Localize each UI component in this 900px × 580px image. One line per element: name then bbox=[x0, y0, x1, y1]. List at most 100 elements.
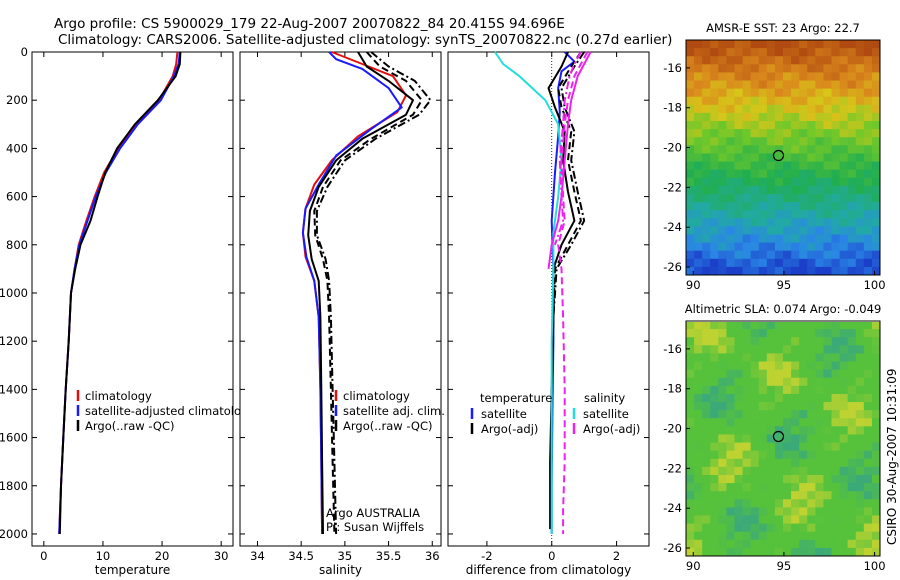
map-cell bbox=[807, 56, 816, 65]
map-cell bbox=[831, 418, 841, 427]
map-cell bbox=[710, 193, 719, 203]
map-cell bbox=[742, 385, 752, 395]
map-cell bbox=[783, 88, 792, 98]
map-cell bbox=[855, 515, 865, 525]
x-tick-label: 2 bbox=[613, 549, 620, 563]
map-cell bbox=[831, 112, 841, 122]
map-cell bbox=[847, 112, 857, 122]
map-cell bbox=[734, 418, 744, 427]
map-cell bbox=[718, 507, 728, 517]
map-cell bbox=[774, 393, 784, 403]
map-cell bbox=[758, 458, 768, 468]
map-cell bbox=[847, 322, 857, 330]
map-cell bbox=[758, 322, 768, 330]
map-cell bbox=[871, 322, 880, 330]
map-cell bbox=[686, 80, 695, 90]
map-cell bbox=[863, 499, 873, 508]
map-cell bbox=[750, 402, 760, 411]
map-cell bbox=[702, 121, 711, 130]
series-line-3 bbox=[313, 51, 423, 535]
y-tick-label: -22 bbox=[663, 461, 682, 475]
annotation: Argo AUSTRALIA bbox=[326, 506, 420, 520]
map-cell bbox=[758, 266, 768, 275]
map-cell bbox=[831, 250, 841, 260]
map-cell bbox=[839, 491, 849, 500]
map-cell bbox=[863, 442, 873, 452]
map-cell bbox=[718, 377, 728, 387]
map-cell bbox=[686, 426, 695, 436]
map-cell bbox=[863, 88, 873, 98]
map-cell bbox=[863, 345, 873, 355]
map-cell bbox=[710, 210, 719, 219]
map-cell bbox=[710, 80, 719, 90]
map-cell bbox=[702, 161, 711, 171]
map-cell bbox=[694, 72, 703, 82]
map-cell bbox=[766, 88, 776, 98]
map-cell bbox=[702, 104, 711, 114]
map-cell bbox=[855, 322, 865, 330]
map-cell bbox=[686, 40, 695, 49]
sst-map: AMSR-E SST: 23 Argo: 22.7 90 95 100 -16 -18 -2… bbox=[663, 21, 885, 292]
map-cell bbox=[702, 322, 711, 330]
map-cell bbox=[807, 442, 816, 452]
map-cell bbox=[774, 515, 784, 525]
map-cell bbox=[831, 161, 841, 171]
map-cell bbox=[702, 369, 711, 379]
map-cell bbox=[823, 112, 833, 122]
map-cell bbox=[847, 129, 857, 138]
map-cell bbox=[710, 177, 719, 187]
map-cell bbox=[758, 393, 768, 403]
map-cell bbox=[783, 377, 792, 387]
map-cell bbox=[734, 393, 744, 403]
map-cell bbox=[702, 80, 711, 90]
map-cell bbox=[694, 88, 703, 98]
map-cell bbox=[686, 161, 695, 171]
map-cell bbox=[694, 177, 703, 187]
map-cell bbox=[750, 523, 760, 533]
map-cell bbox=[871, 121, 880, 130]
map-cell bbox=[718, 96, 728, 106]
map-cell bbox=[823, 266, 833, 275]
map-cell bbox=[871, 226, 880, 236]
map-cell bbox=[694, 385, 703, 395]
map-cell bbox=[863, 258, 873, 268]
map-cell bbox=[847, 88, 857, 98]
map-cell bbox=[694, 353, 703, 363]
map-cell bbox=[686, 266, 695, 275]
map-cell bbox=[742, 410, 752, 419]
map-cell bbox=[871, 96, 880, 106]
map-cell bbox=[686, 129, 695, 138]
map-cell bbox=[815, 531, 825, 541]
map-cell bbox=[726, 250, 736, 260]
map-cell bbox=[807, 242, 816, 252]
map-cell bbox=[831, 121, 841, 130]
map-cell bbox=[855, 88, 865, 98]
map-cell bbox=[839, 377, 849, 387]
map-cell bbox=[839, 226, 849, 236]
map-cell bbox=[863, 483, 873, 492]
map-cell bbox=[686, 169, 695, 179]
map-cell bbox=[750, 96, 760, 106]
map-cell bbox=[774, 161, 784, 171]
map-cell bbox=[807, 137, 816, 146]
map-cell bbox=[726, 72, 736, 82]
map-cell bbox=[686, 385, 695, 395]
map-cell bbox=[686, 393, 695, 403]
map-cell bbox=[710, 242, 719, 252]
map-cell bbox=[807, 523, 816, 533]
map-cell bbox=[807, 218, 816, 227]
map-cell bbox=[783, 234, 792, 244]
map-cell bbox=[863, 474, 873, 484]
map-cell bbox=[766, 385, 776, 395]
map-cell bbox=[791, 137, 800, 146]
map-cell bbox=[799, 450, 808, 460]
map-cell bbox=[694, 153, 703, 163]
map-cell bbox=[783, 266, 792, 275]
map-cell bbox=[742, 202, 752, 211]
map-cell bbox=[791, 442, 800, 452]
map-cell bbox=[766, 161, 776, 171]
map-cell bbox=[734, 491, 744, 500]
map-cell bbox=[710, 226, 719, 236]
map-cell bbox=[839, 322, 849, 330]
map-cell bbox=[726, 56, 736, 65]
